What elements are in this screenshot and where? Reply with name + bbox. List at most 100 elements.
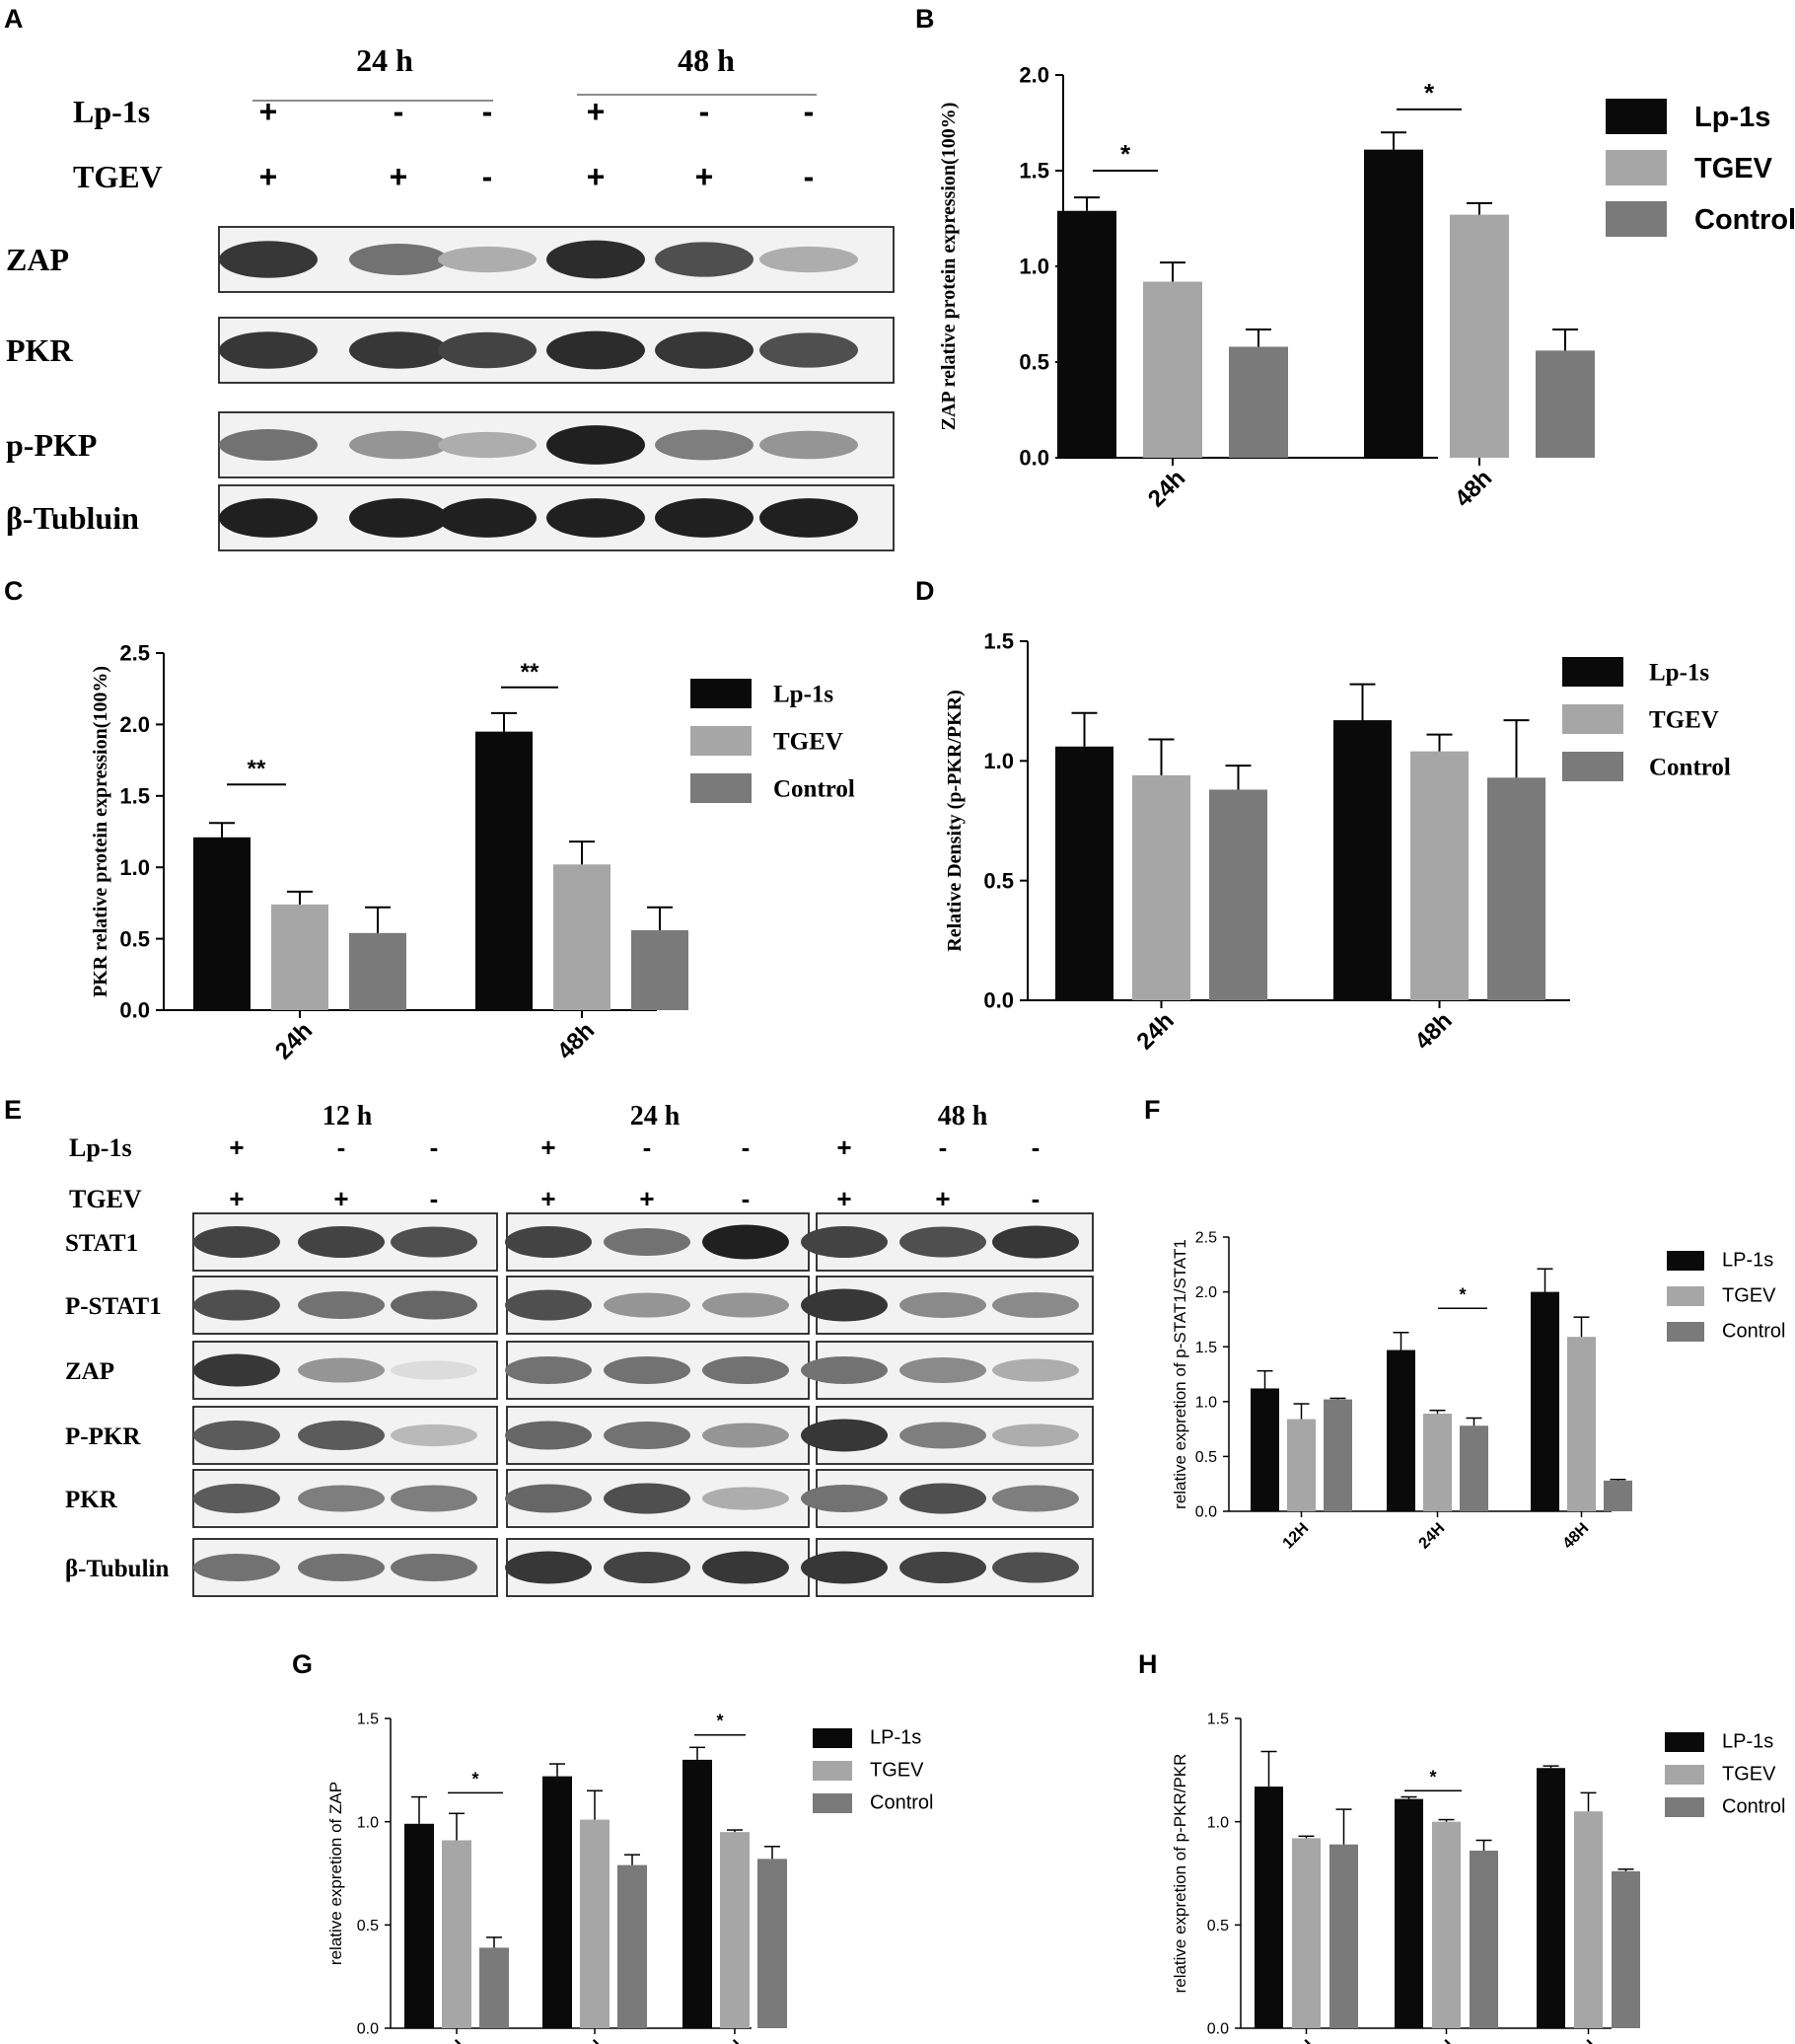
protein-band	[801, 1551, 888, 1584]
chart-g-zap-expretion: 0.0 0.5 1.0 1.5 relative expretion of ZAP 12H…	[326, 1712, 933, 2044]
protein-band	[391, 1553, 477, 1582]
protein-band	[702, 1355, 789, 1385]
protein-band	[349, 430, 448, 460]
bar	[553, 864, 610, 1010]
time-label: 12 h	[323, 1101, 373, 1132]
y-tick-label: 0.5	[119, 926, 150, 951]
legend-swatch	[813, 1728, 852, 1748]
treatment-sign: +	[229, 1184, 244, 1213]
protein-band	[298, 1553, 385, 1582]
treatment-label: Lp-1s	[69, 1133, 132, 1162]
protein-band	[298, 1357, 385, 1383]
y-tick-label: 0.0	[119, 998, 150, 1023]
band-label: β-Tubluin	[6, 500, 139, 536]
bar	[193, 837, 251, 1010]
x-tick-label: 48H	[1560, 1520, 1593, 1553]
legend-swatch	[1606, 99, 1667, 134]
bar	[1574, 1811, 1603, 2028]
bar	[1460, 1425, 1488, 1511]
x-tick-label: 12H	[1280, 1520, 1313, 1553]
y-tick-label: 0.0	[1207, 2021, 1229, 2038]
protein-band	[391, 1360, 477, 1380]
protein-band	[655, 498, 754, 538]
legend-swatch	[1665, 1765, 1704, 1785]
protein-band	[992, 1225, 1079, 1259]
bar	[1537, 1768, 1565, 2028]
y-axis-label: relative expretion of p-STAT1/STAT1	[1171, 1239, 1189, 1509]
protein-band	[546, 425, 645, 465]
protein-band	[219, 331, 318, 369]
y-tick-label: 1.0	[983, 749, 1014, 773]
protein-band	[505, 1355, 592, 1385]
y-tick-label: 1.5	[357, 1712, 379, 1728]
legend-label: TGEV	[1649, 706, 1719, 733]
legend-swatch	[1606, 150, 1667, 185]
bar	[580, 1819, 610, 2028]
band-label: PKR	[65, 1487, 118, 1513]
protein-band	[801, 1419, 888, 1452]
protein-band	[438, 431, 537, 459]
treatment-sign: +	[935, 1184, 950, 1213]
y-tick-label: 2.0	[1019, 63, 1049, 88]
y-axis-label: ZAP relative protein expression(100%)	[938, 103, 960, 431]
protein-band	[899, 1422, 986, 1449]
legend-label: Lp-1s	[773, 681, 833, 707]
legend-swatch	[690, 679, 752, 708]
chart-c-pkr-expression: 0.0 0.5 1.0 1.5 2.0 2.5 PKR relative protein e…	[90, 641, 855, 1065]
protein-band	[992, 1552, 1079, 1583]
significance-marker: **	[521, 659, 539, 686]
bar	[1055, 746, 1113, 1000]
legend-label: TGEV	[1722, 1764, 1776, 1786]
x-tick-label: 12H	[1285, 2037, 1318, 2044]
protein-band	[193, 1553, 280, 1582]
protein-band	[219, 241, 318, 278]
protein-band	[298, 1485, 385, 1512]
protein-band	[298, 1420, 385, 1451]
legend-label: TGEV	[870, 1760, 924, 1782]
bar	[1251, 1388, 1279, 1511]
treatment-sign: +	[259, 159, 278, 194]
y-tick-label: 1.0	[1207, 1814, 1229, 1831]
bar	[1531, 1291, 1559, 1511]
y-tick-label: 1.5	[1207, 1712, 1229, 1728]
legend-swatch	[813, 1761, 852, 1781]
treatment-sign: +	[836, 1184, 851, 1213]
treatment-sign: +	[587, 94, 606, 129]
chart-d-relative-density: 0.0 0.5 1.0 1.5 Relative Density (p-PKR/PKR)…	[944, 629, 1731, 1056]
legend-label: TGEV	[1722, 1285, 1776, 1307]
treatment-sign: -	[804, 94, 815, 129]
panel-label-b: B	[915, 4, 935, 34]
panel-label-g: G	[292, 1649, 314, 1679]
time-label: 48 h	[678, 42, 735, 78]
legend-label: LP-1s	[1722, 1731, 1773, 1753]
protein-band	[604, 1483, 690, 1514]
bar	[1612, 1870, 1640, 2028]
legend-label: LP-1s	[1722, 1250, 1773, 1272]
band-label: β-Tubulin	[65, 1556, 169, 1582]
y-tick-label: 1.5	[1195, 1340, 1217, 1356]
y-tick-label: 0.5	[357, 1918, 379, 1934]
chart-b-zap-expression: 0.0 0.5 1.0 1.5 2.0 ZAP relative protein expr…	[938, 63, 1795, 513]
protein-band	[992, 1424, 1079, 1447]
y-tick-label: 1.0	[357, 1814, 379, 1831]
protein-band	[801, 1225, 888, 1259]
protein-band	[438, 331, 537, 369]
time-label: 48 h	[938, 1101, 988, 1132]
chart-h-ppkr-pkr: 0.0 0.5 1.0 1.5 relative expretion of p-PKR/…	[1171, 1712, 1785, 2044]
protein-band	[604, 1227, 690, 1257]
significance-marker: *	[1459, 1284, 1466, 1304]
protein-band	[391, 1485, 477, 1512]
panel-label-e: E	[4, 1095, 23, 1125]
legend-swatch	[1562, 657, 1623, 687]
protein-band	[899, 1551, 986, 1584]
protein-band	[505, 1225, 592, 1259]
bar	[1132, 774, 1190, 1000]
bar	[1229, 346, 1288, 458]
time-label: 24 h	[630, 1101, 681, 1132]
treatment-sign: +	[229, 1132, 244, 1162]
protein-band	[899, 1356, 986, 1384]
bar	[1450, 214, 1509, 458]
treatment-sign: +	[540, 1184, 555, 1213]
y-tick-label: 1.0	[119, 855, 150, 880]
bar	[1567, 1337, 1596, 1511]
